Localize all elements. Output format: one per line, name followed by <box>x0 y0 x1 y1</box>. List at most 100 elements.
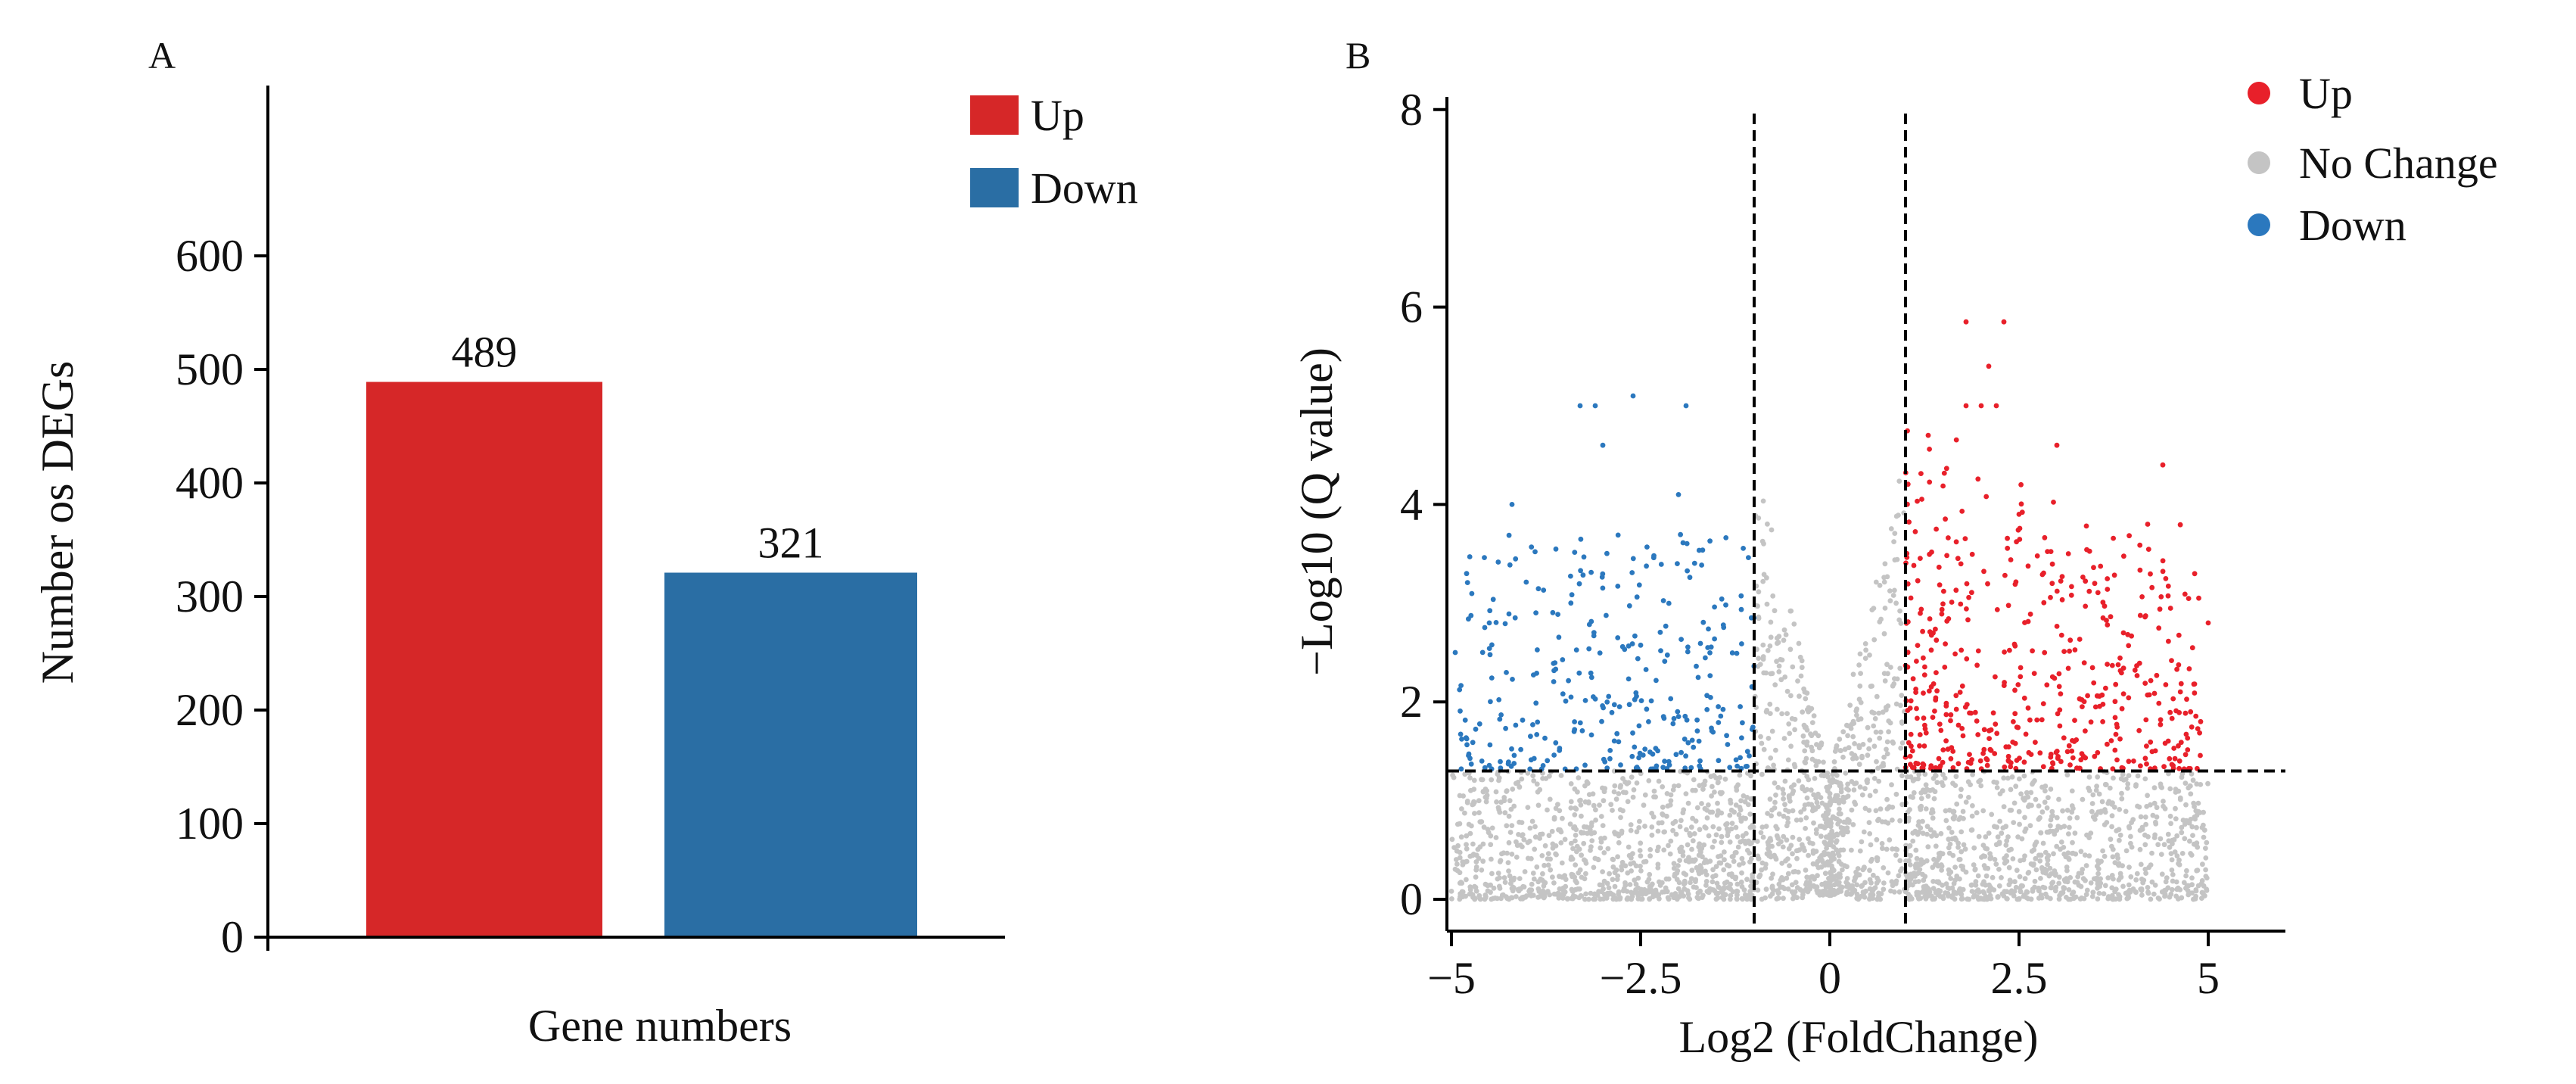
no-change-point <box>1881 754 1887 760</box>
up-point <box>1967 752 1972 757</box>
no-change-point <box>1600 823 1606 828</box>
no-change-point <box>1551 891 1557 897</box>
no-change-point <box>2184 868 2189 874</box>
no-change-point <box>2054 843 2060 849</box>
down-point <box>1572 727 1578 733</box>
no-change-point <box>1849 779 1855 784</box>
down-point <box>1488 699 1493 705</box>
no-change-point <box>2155 896 2161 901</box>
no-change-point <box>2153 821 2159 827</box>
down-point <box>1629 753 1635 759</box>
no-change-point <box>2173 787 2179 792</box>
no-change-point <box>1815 864 1822 871</box>
no-change-point <box>1626 852 1632 858</box>
no-change-point <box>1772 805 1778 811</box>
down-point <box>1700 619 1706 625</box>
down-point <box>1556 634 1562 640</box>
no-change-point <box>1612 883 1618 889</box>
no-change-point <box>1601 878 1607 884</box>
no-change-point <box>1781 736 1787 741</box>
up-point <box>2117 655 2123 661</box>
no-change-point <box>2135 803 2140 809</box>
no-change-point <box>1504 823 1510 829</box>
no-change-point <box>1916 896 1922 902</box>
no-change-point <box>1706 833 1712 839</box>
down-point <box>1513 556 1519 562</box>
down-point <box>1609 709 1615 715</box>
no-change-point <box>2021 773 2027 779</box>
up-point <box>2167 755 2173 762</box>
no-change-point <box>2030 780 2036 786</box>
no-change-point <box>2135 773 2141 779</box>
up-point <box>2092 581 2098 587</box>
no-change-point <box>1999 788 2005 794</box>
no-change-point <box>1894 556 1900 562</box>
no-change-point <box>1840 754 1846 760</box>
up-point <box>2137 612 2143 618</box>
no-change-point <box>1495 771 1501 777</box>
no-change-point <box>1570 846 1576 852</box>
up-point <box>2077 637 2083 642</box>
no-change-point <box>1896 889 1902 895</box>
down-point <box>1689 737 1695 743</box>
up-point <box>1922 722 1927 728</box>
no-change-point <box>1589 820 1594 826</box>
up-point <box>2017 525 2023 531</box>
no-change-point <box>2165 831 2171 837</box>
up-point <box>2056 684 2062 690</box>
no-change-point <box>2142 832 2148 838</box>
down-point <box>1560 691 1566 697</box>
up-point <box>1938 727 1944 734</box>
no-change-point <box>1697 848 1703 854</box>
up-point <box>2151 690 2158 696</box>
no-change-point <box>1694 805 1700 811</box>
panel-b-letter: B <box>1346 34 1370 76</box>
down-point <box>1464 571 1470 577</box>
up-point <box>1975 476 1981 482</box>
down-point <box>1464 736 1470 742</box>
no-change-point <box>1722 892 1728 898</box>
no-change-point <box>1750 874 1756 880</box>
no-change-point <box>2017 874 2023 880</box>
no-change-point <box>1576 775 1582 780</box>
no-change-point <box>2103 782 2108 788</box>
no-change-point <box>1775 890 1781 896</box>
down-point <box>1658 648 1663 653</box>
up-point <box>1915 715 1920 721</box>
no-change-point <box>1593 818 1599 823</box>
up-point <box>2145 547 2151 552</box>
up-point <box>2172 755 2178 762</box>
no-change-point <box>1943 881 1949 886</box>
no-change-point <box>1799 665 1805 671</box>
no-change-point <box>2089 893 2095 899</box>
down-point <box>1487 652 1493 658</box>
no-change-point <box>1747 811 1753 817</box>
no-change-point <box>2148 802 2153 808</box>
down-point <box>1535 719 1541 725</box>
no-change-point <box>1836 887 1842 892</box>
no-change-point <box>1535 879 1542 885</box>
no-change-point <box>2125 781 2131 787</box>
no-change-point <box>1806 836 1811 842</box>
up-point <box>2050 760 2055 765</box>
up-point <box>1993 674 1998 680</box>
no-change-point <box>1813 796 1819 801</box>
up-point <box>2197 730 2203 736</box>
no-change-point <box>2011 800 2018 806</box>
no-change-point <box>1665 895 1671 901</box>
no-change-point <box>1685 888 1691 893</box>
no-change-point <box>2083 863 2089 868</box>
up-point <box>2007 647 2012 653</box>
no-change-point <box>1614 831 1620 837</box>
no-change-point <box>1794 848 1800 854</box>
no-change-point <box>1876 816 1882 822</box>
no-change-point <box>1866 808 1872 813</box>
up-point <box>2189 645 2195 651</box>
no-change-point <box>1738 839 1744 845</box>
down-point <box>1651 553 1657 559</box>
up-point <box>2081 699 2087 705</box>
no-change-point <box>1685 842 1691 848</box>
up-point <box>1959 683 1965 689</box>
down-point <box>1629 570 1635 575</box>
no-change-point <box>2168 851 2174 856</box>
